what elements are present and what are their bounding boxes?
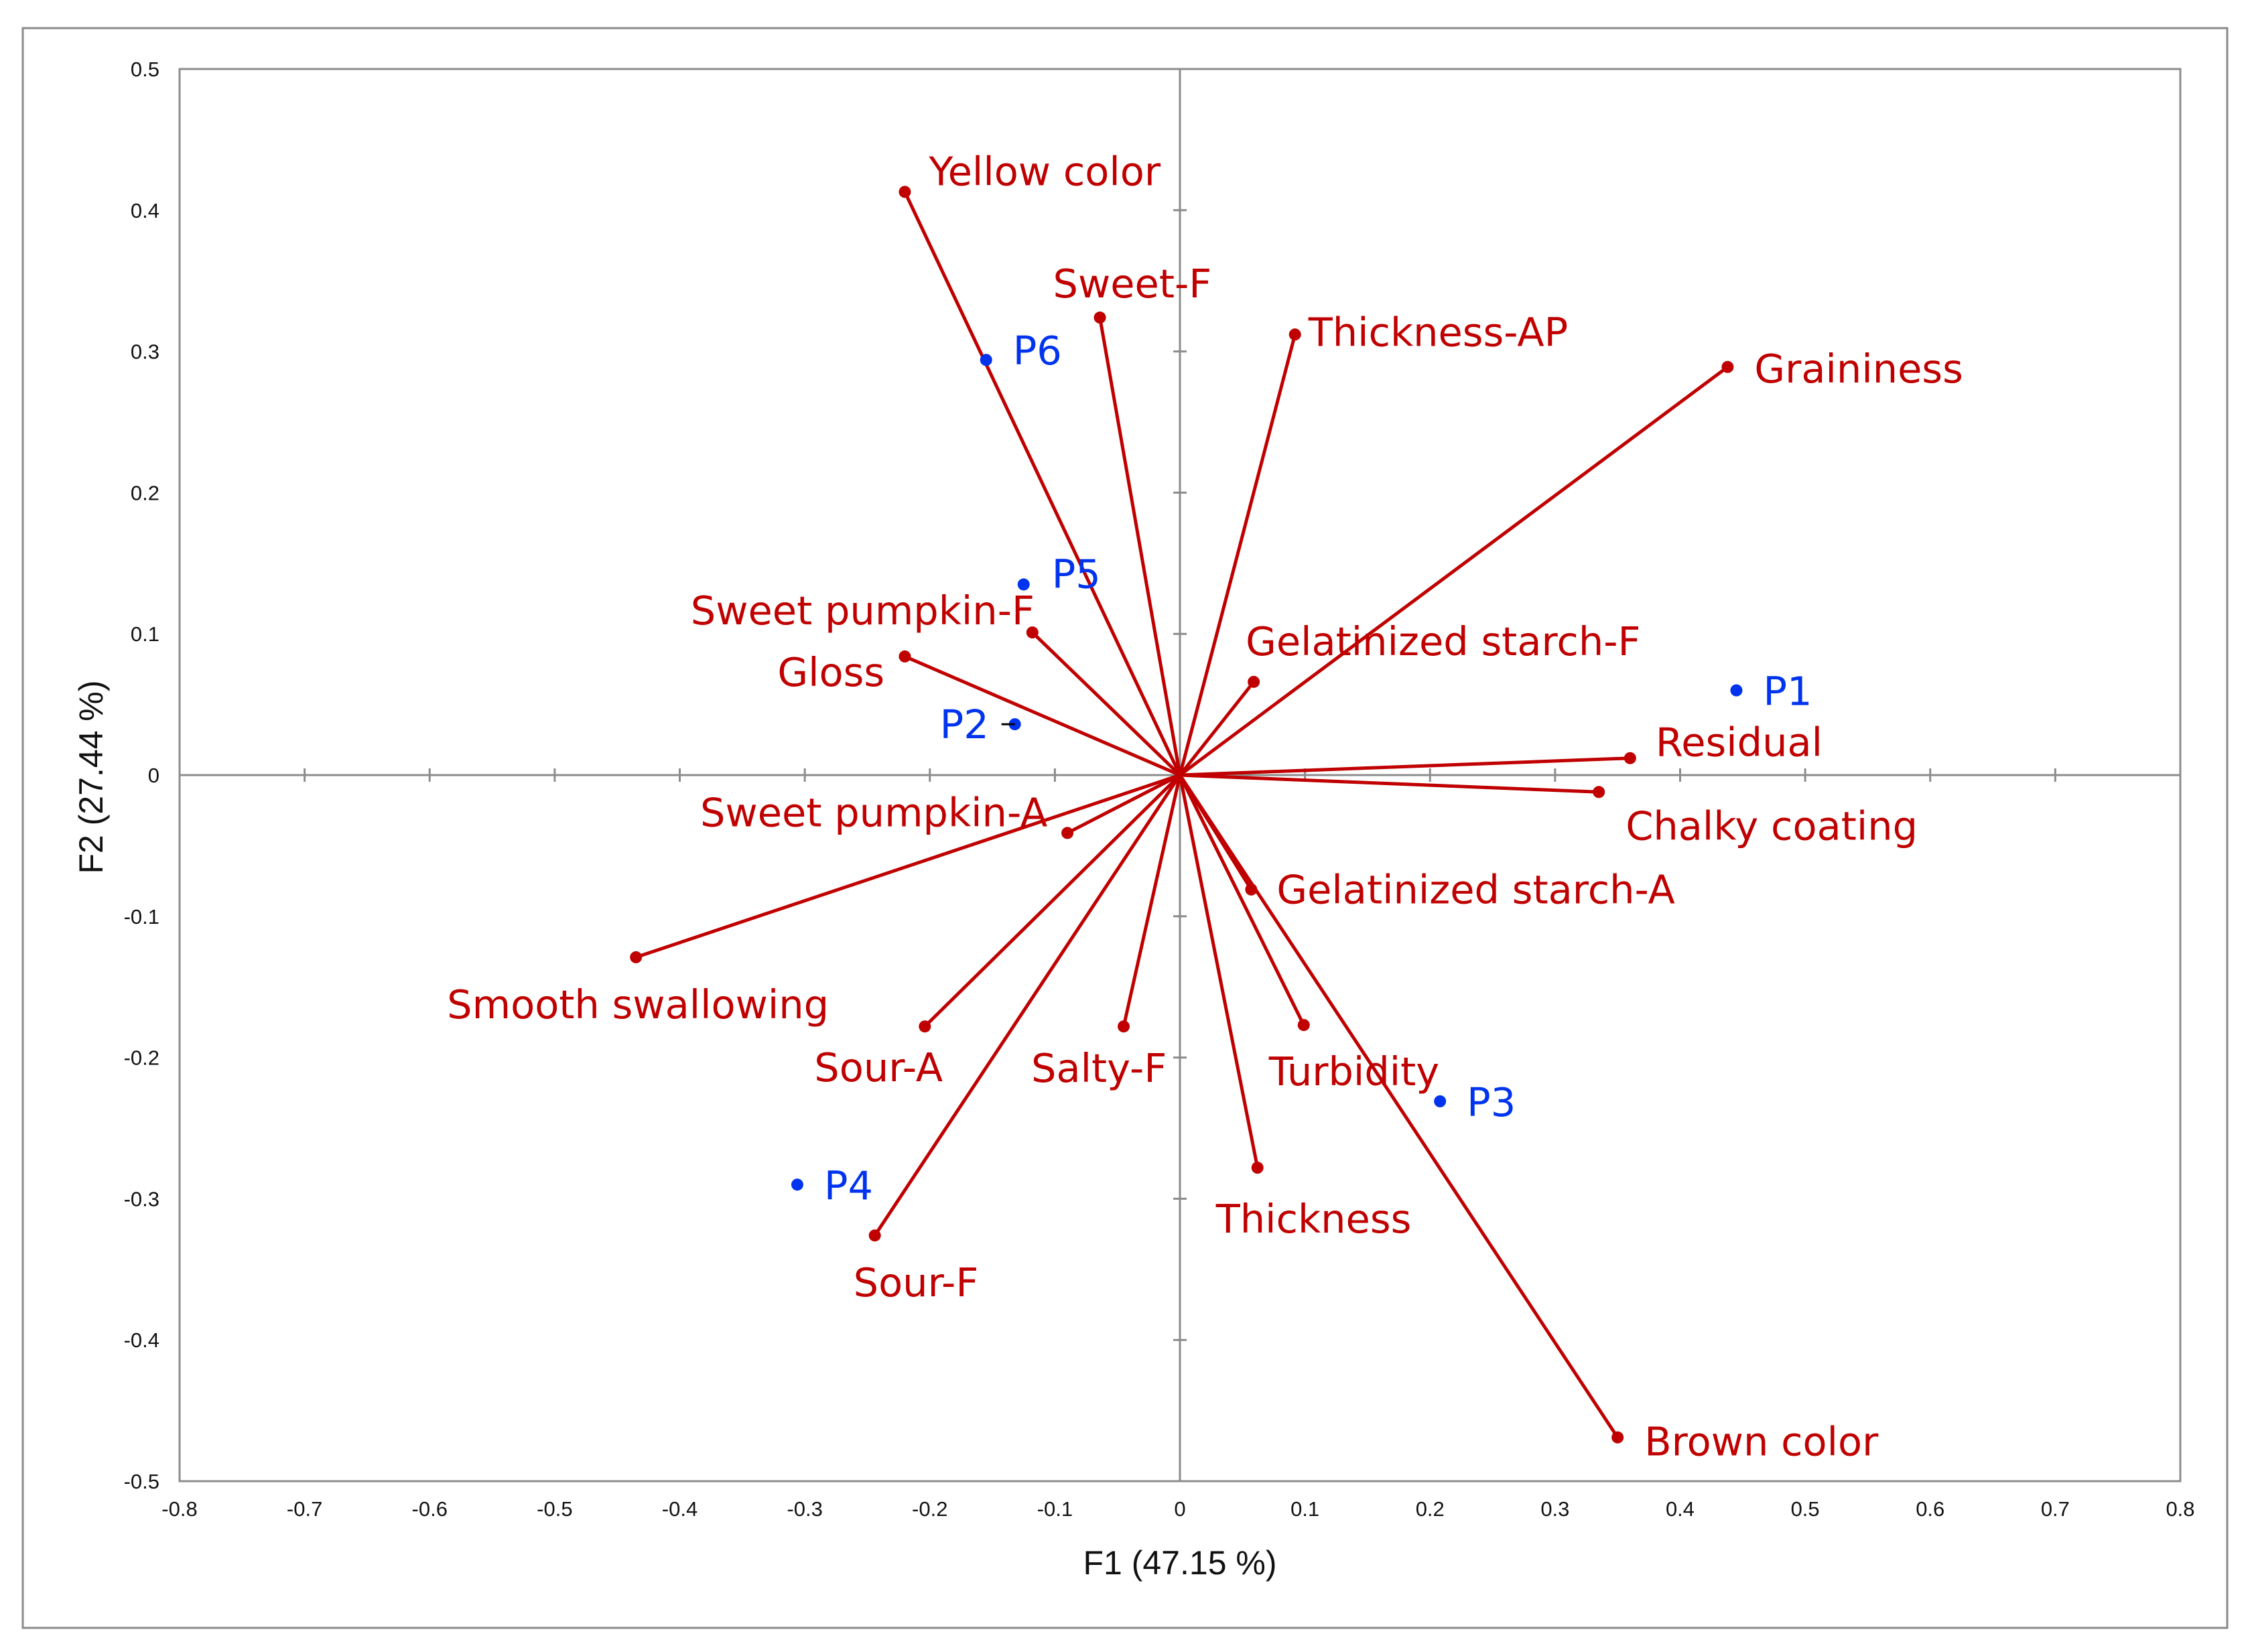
label-p6: P6 [1013, 328, 1062, 374]
ticks: -0.8 -0.7 -0.6 -0.5 -0.4 -0.3 -0.2 -0.1 0 0.1 0.2 0… [124, 58, 2195, 1521]
y-tick-label: -0.4 [124, 1328, 159, 1352]
y-axis-title: F2 (27.44 %) [72, 680, 110, 874]
vector-graininess [1179, 365, 1729, 777]
vector-salty-f [1122, 774, 1182, 1027]
vector-point-turbidity [1297, 1019, 1310, 1032]
y-tick-label: -0.1 [124, 905, 159, 928]
vector-point-thickness [1251, 1162, 1264, 1174]
x-tick-label: -0.5 [537, 1497, 572, 1521]
y-tick-label: 0.1 [131, 622, 159, 646]
point-p1 [1730, 684, 1743, 697]
vector-sour-f [873, 774, 1182, 1237]
label-brown-color: Brown color [1644, 1419, 1879, 1465]
observation-points [791, 354, 1743, 1191]
label-sweet-f: Sweet-F [1053, 261, 1212, 307]
label-p3: P3 [1467, 1079, 1516, 1125]
vector-point-thickness-ap [1288, 328, 1301, 341]
x-tick-label: 0.8 [2166, 1497, 2194, 1521]
vector-point-brown-color [1611, 1431, 1624, 1444]
vector-sour-a [923, 774, 1181, 1028]
vector-smooth-swallowing [635, 773, 1181, 959]
label-residual: Residual [1656, 719, 1823, 766]
y-tick-label: 0.3 [131, 340, 159, 364]
label-gelatinized-starch-a: Gelatinized starch-A [1276, 867, 1675, 913]
vector-gelatinized-starch-f [1179, 681, 1256, 776]
vector-point-sour-a [919, 1020, 931, 1033]
label-turbidity: Turbidity [1268, 1048, 1439, 1095]
point-p6 [980, 354, 992, 366]
y-tick-label: 0.4 [131, 199, 159, 222]
label-sour-f: Sour-F [854, 1259, 979, 1306]
vector-point-gelatinized-starch-f [1248, 675, 1260, 688]
vector-yellow-color [903, 191, 1182, 776]
point-p4 [791, 1178, 803, 1191]
x-tick-label: -0.4 [662, 1497, 698, 1521]
vector-thickness-ap [1178, 334, 1297, 776]
y-tick-label: -0.3 [124, 1187, 159, 1211]
vector-point-graininess [1721, 360, 1734, 373]
x-tick-label: 0.5 [1791, 1497, 1820, 1521]
label-sweet-pumpkin-f: Sweet pumpkin-F [691, 588, 1035, 634]
x-tick-label: 0.6 [1916, 1497, 1944, 1521]
x-tick-label: 0.4 [1666, 1497, 1695, 1521]
vector-point-sweet-f [1094, 312, 1106, 324]
vector-sweet-pumpkin-f [1031, 631, 1181, 776]
label-chalky-coating: Chalky coating [1626, 803, 1918, 849]
vector-point-gloss [899, 650, 911, 663]
vector-point-smooth-swallowing [630, 951, 643, 963]
vector-point-salty-f [1118, 1020, 1130, 1033]
label-p2: P2 [940, 701, 989, 748]
point-p5 [1017, 578, 1030, 591]
y-tick-label: 0.2 [131, 481, 159, 504]
y-tick-label: -0.2 [124, 1046, 159, 1070]
y-tick-label: 0.5 [131, 58, 159, 81]
vector-thickness [1178, 774, 1260, 1168]
vector-brown-color [1178, 774, 1619, 1439]
label-salty-f: Salty-F [1031, 1045, 1167, 1091]
label-sweet-pumpkin-a: Sweet pumpkin-A [700, 789, 1047, 835]
label-gloss: Gloss [777, 649, 884, 695]
point-p3 [1434, 1095, 1447, 1107]
x-tick-label: -0.2 [912, 1497, 947, 1521]
vector-sweet-pumpkin-a [1066, 773, 1181, 835]
vector-residual [1179, 756, 1630, 777]
x-tick-label: -0.3 [787, 1497, 822, 1521]
vector-point-sweet-pumpkin-f [1026, 626, 1039, 639]
vector-gloss [904, 655, 1181, 777]
label-p1: P1 [1763, 669, 1812, 715]
y-tick-label: 0 [148, 764, 159, 787]
x-tick-label: 0.1 [1290, 1497, 1319, 1521]
label-p5: P5 [1052, 551, 1101, 597]
x-tick-label: 0 [1174, 1497, 1185, 1521]
label-graininess: Graininess [1754, 346, 1963, 392]
x-axis-title: F1 (47.15 %) [1083, 1544, 1276, 1582]
label-thickness-ap: Thickness-AP [1308, 309, 1569, 355]
x-tick-label: 0.3 [1540, 1497, 1569, 1521]
vector-point-sour-f [868, 1229, 881, 1242]
vector-point-sweet-pumpkin-a [1061, 827, 1074, 839]
vector-chalky-coating [1179, 773, 1599, 794]
label-smooth-swallowing: Smooth swallowing [447, 981, 829, 1028]
x-tick-label: -0.7 [287, 1497, 322, 1521]
vector-turbidity [1178, 774, 1305, 1026]
label-p4: P4 [824, 1162, 873, 1209]
label-gelatinized-starch-f: Gelatinized starch-F [1246, 618, 1640, 665]
vector-sweet-f [1098, 317, 1182, 776]
label-thickness: Thickness [1215, 1196, 1412, 1242]
variable-vectors [630, 186, 1734, 1444]
data-labels: Yellow color Sweet-F Thickness-AP Grainines… [447, 148, 1963, 1464]
label-yellow-color: Yellow color [928, 148, 1161, 194]
x-tick-label: -0.1 [1037, 1497, 1073, 1521]
x-tick-label: -0.6 [412, 1497, 448, 1521]
x-tick-label: 0.2 [1416, 1497, 1445, 1521]
x-tick-label: 0.7 [2041, 1497, 2070, 1521]
vector-point-yellow-color [899, 186, 911, 198]
x-tick-label: -0.8 [161, 1497, 197, 1521]
y-tick-label: -0.5 [124, 1470, 159, 1493]
vector-point-residual [1624, 752, 1636, 764]
label-sour-a: Sour-A [814, 1044, 943, 1091]
vector-point-chalky-coating [1593, 786, 1605, 799]
